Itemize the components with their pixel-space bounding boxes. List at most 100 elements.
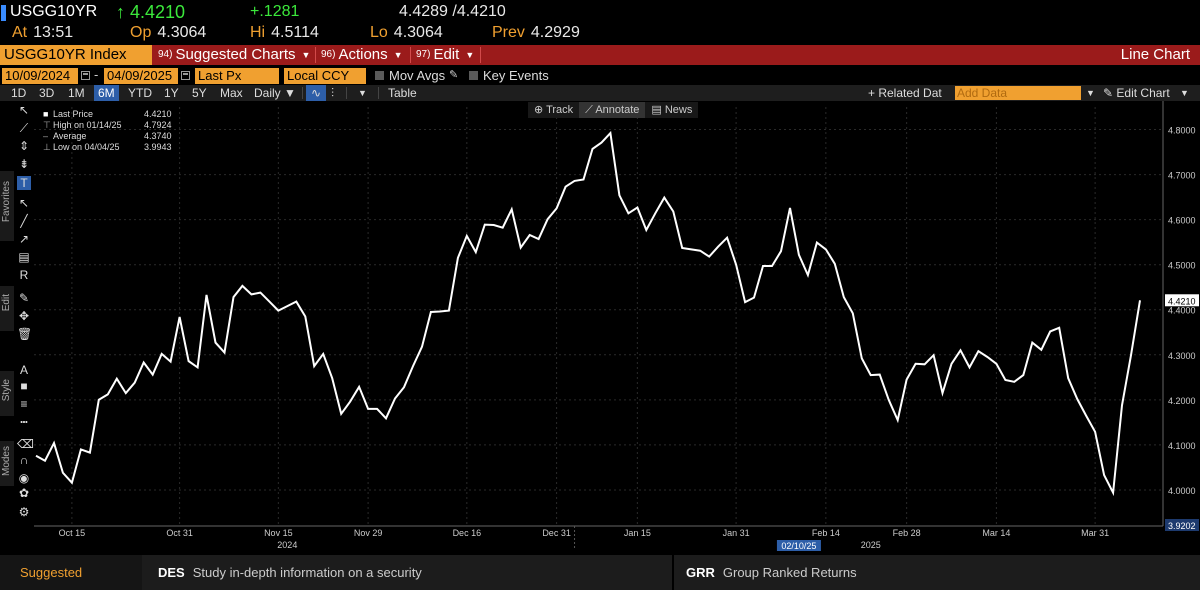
line-draw-icon[interactable]: ⟋ <box>19 121 29 135</box>
style-tab[interactable]: Style <box>1 379 12 402</box>
news-button[interactable]: ▤ News <box>651 104 693 116</box>
currency-select[interactable]: Local CCY <box>284 68 366 84</box>
quote-header-row1: USGG10YR ↑ 4.4210 +.1281 4.4289 /4.4210 <box>0 1 1200 23</box>
period-1m[interactable]: 1M <box>68 86 85 100</box>
move-icon[interactable]: ✥ <box>18 309 30 323</box>
bid-ask: 4.4289 /4.4210 <box>399 3 506 20</box>
x-tick-label: Dec 16 <box>453 528 482 538</box>
text-tool-icon[interactable]: T <box>17 176 31 190</box>
font-icon[interactable]: A <box>19 363 28 377</box>
series-swatch-icon: ■ <box>43 109 49 119</box>
y-tick-label: 4.4000 <box>1168 306 1196 316</box>
chart-legend: ■ Last Price 4.4210 ⊤ High on 01/14/25 4.792… <box>43 109 172 153</box>
bar-chart-icon[interactable]: ⫶ <box>331 86 335 100</box>
eraser-icon[interactable]: ⌫ <box>17 437 34 451</box>
palette-icon[interactable]: ✿ <box>18 486 30 500</box>
x-tick-label: Jan 31 <box>723 528 750 538</box>
level-icon[interactable]: ⇟ <box>18 157 30 171</box>
y-tick-label: 4.5000 <box>1168 261 1196 271</box>
end-date-input[interactable]: 04/09/2025 <box>104 68 178 84</box>
x-tick-label: Jan 15 <box>624 528 651 538</box>
year-label: 2024 <box>277 540 297 550</box>
caret-down-icon[interactable]: ▼ <box>1086 88 1095 98</box>
edit-tab[interactable]: Edit <box>1 294 12 312</box>
related-data-button[interactable]: + Related Dat <box>868 86 942 100</box>
frequency-select[interactable]: Daily ▼ <box>254 86 296 100</box>
suggested-charts-menu[interactable]: 94) Suggested Charts ▼ <box>158 46 311 63</box>
track-button[interactable]: ⊕ Track <box>534 104 574 116</box>
mov-avgs-checkbox[interactable] <box>375 71 384 80</box>
menu-bar: USGG10YR Index 94) Suggested Charts ▼ 96) A… <box>0 45 1200 65</box>
table-button[interactable]: Table <box>388 86 417 100</box>
period-6m[interactable]: 6M <box>94 85 119 101</box>
period-1d[interactable]: 1D <box>11 86 27 100</box>
key-events-checkbox[interactable] <box>469 71 478 80</box>
x-tick-label: Feb 14 <box>812 528 840 538</box>
period-ytd[interactable]: YTD <box>128 86 152 100</box>
low-field: Lo 4.3064 <box>370 24 443 41</box>
line-chart-icon[interactable]: ∿ <box>306 85 326 101</box>
pointer-icon[interactable]: ↖ <box>18 103 30 117</box>
pen-icon[interactable]: ✎ <box>18 291 30 305</box>
line-style-icon[interactable]: ┅ <box>20 415 28 429</box>
chart-grid <box>34 107 1163 526</box>
y-tick-label: 4.7000 <box>1168 171 1196 181</box>
quote-header-row2: At 13:51 Op 4.3064 Hi 4.5114 Lo 4.3064 Prev 4… <box>0 22 1200 44</box>
magnet-icon[interactable]: ∩ <box>19 453 29 467</box>
add-data-input[interactable]: Add Data <box>955 86 1081 100</box>
period-5y[interactable]: 5Y <box>192 86 207 100</box>
edit-chart-button[interactable]: ✎ Edit Chart <box>1103 86 1170 100</box>
favorites-tab[interactable]: Favorites <box>1 181 12 223</box>
x-tick-label: Oct 31 <box>166 528 193 538</box>
edit-menu[interactable]: 97) Edit ▼ <box>416 46 475 63</box>
y-tick-label: 4.8000 <box>1168 126 1196 136</box>
price-line-chart[interactable]: 4.8000 4.7000 4.6000 4.5000 4.4000 4.3000 4.20… <box>34 101 1200 555</box>
legend-low: ⊥ Low on 04/04/25 3.9943 <box>43 142 172 152</box>
arrow-icon[interactable]: ↖ <box>18 196 30 210</box>
period-3d[interactable]: 3D <box>39 86 55 100</box>
period-max[interactable]: Max <box>220 86 243 100</box>
ray-icon[interactable]: ↗ <box>18 232 30 246</box>
cursor-date-label: 02/10/25 <box>781 541 816 551</box>
y-tick-label: 4.3000 <box>1168 351 1196 361</box>
x-tick-label: Mar 14 <box>982 528 1010 538</box>
annotate-icon: ⟋ <box>585 104 596 116</box>
x-tick-label: Nov 15 <box>264 528 293 538</box>
fill-icon[interactable]: ■ <box>20 379 28 393</box>
x-tick-label: Mar 31 <box>1081 528 1109 538</box>
modes-tab[interactable]: Modes <box>1 446 12 477</box>
caret-down-icon[interactable]: ▼ <box>358 88 367 98</box>
crosshair-icon: ⊕ <box>534 104 547 116</box>
suggested-functions-label[interactable]: Suggested Functions <box>0 555 142 590</box>
channel-icon[interactable]: ▤ <box>18 250 30 264</box>
regression-icon[interactable]: R <box>19 268 29 282</box>
start-date-input[interactable]: 10/09/2024 <box>2 68 78 84</box>
footer-function-grr[interactable]: GRR Group Ranked Returns <box>686 565 857 580</box>
quote-ticker[interactable]: USGG10YR <box>10 3 98 20</box>
pencil-icon: ✎ <box>1103 86 1117 100</box>
measure-icon[interactable]: ⇕ <box>18 139 30 153</box>
trendline-icon[interactable]: ╱ <box>20 214 28 228</box>
pencil-icon[interactable]: ✎ <box>449 69 459 81</box>
year-label: 2025 <box>861 540 881 550</box>
footer-function-des[interactable]: DES Study in-depth information on a secur… <box>158 565 422 580</box>
annotate-button[interactable]: ⟋ Annotate <box>579 102 646 118</box>
security-ticker-field[interactable]: USGG10YR Index <box>0 45 152 65</box>
stroke-width-icon[interactable]: ≡ <box>20 397 28 411</box>
delete-icon[interactable]: 🗑 <box>17 327 33 341</box>
crosshair-icon[interactable]: ◉ <box>18 471 30 485</box>
caret-down-icon[interactable]: ▼ <box>1180 88 1189 98</box>
x-tick-label: Nov 29 <box>354 528 383 538</box>
y-tick-label: 4.6000 <box>1168 216 1196 226</box>
field-select[interactable]: Last Px <box>195 68 279 84</box>
annotation-tool-strip: Favorites Edit Style Modes ↖ ⟋ ⇕ ⇟ T ↖ ╱… <box>0 101 34 519</box>
settings-gear-icon[interactable]: ⚙ <box>18 505 30 519</box>
calendar-icon[interactable] <box>81 71 90 80</box>
last-value-badge <box>1165 294 1199 307</box>
calendar-icon[interactable] <box>181 71 190 80</box>
period-1y[interactable]: 1Y <box>164 86 179 100</box>
high-marker-icon: ⊤ <box>43 120 51 130</box>
actions-menu[interactable]: 96) Actions ▼ <box>321 46 403 63</box>
caret-down-icon: ▼ <box>465 50 475 60</box>
